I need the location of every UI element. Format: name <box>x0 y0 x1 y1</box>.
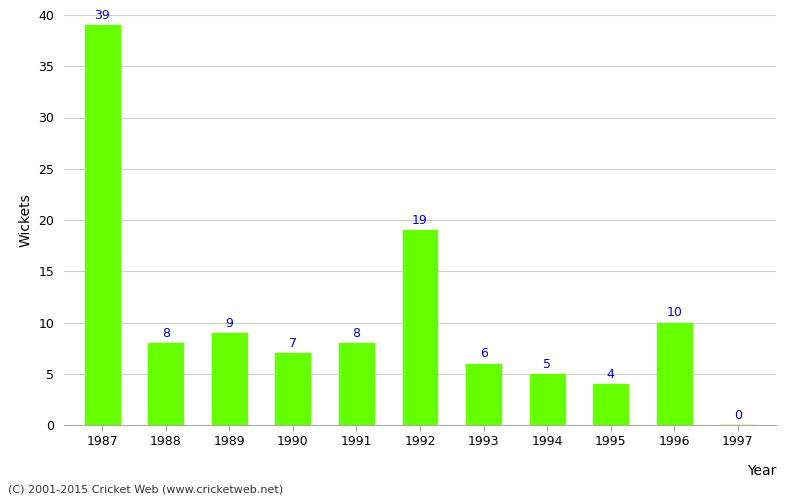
Bar <box>530 374 565 425</box>
Bar <box>85 25 120 425</box>
Text: 0: 0 <box>734 409 742 422</box>
Bar <box>402 230 438 425</box>
Text: 19: 19 <box>412 214 428 227</box>
Text: Year: Year <box>746 464 776 478</box>
Text: 10: 10 <box>666 306 682 320</box>
Bar <box>657 322 692 425</box>
Text: 6: 6 <box>480 348 487 360</box>
Text: (C) 2001-2015 Cricket Web (www.cricketweb.net): (C) 2001-2015 Cricket Web (www.cricketwe… <box>8 485 283 495</box>
Bar <box>594 384 628 425</box>
Y-axis label: Wickets: Wickets <box>19 193 33 247</box>
Text: 8: 8 <box>162 327 170 340</box>
Text: 7: 7 <box>289 337 297 350</box>
Bar <box>212 333 246 425</box>
Text: 4: 4 <box>606 368 614 381</box>
Bar <box>148 343 183 425</box>
Bar <box>339 343 374 425</box>
Bar <box>275 353 310 425</box>
Text: 8: 8 <box>353 327 361 340</box>
Text: 9: 9 <box>226 316 234 330</box>
Text: 39: 39 <box>94 9 110 22</box>
Bar <box>466 364 501 425</box>
Text: 5: 5 <box>543 358 551 370</box>
